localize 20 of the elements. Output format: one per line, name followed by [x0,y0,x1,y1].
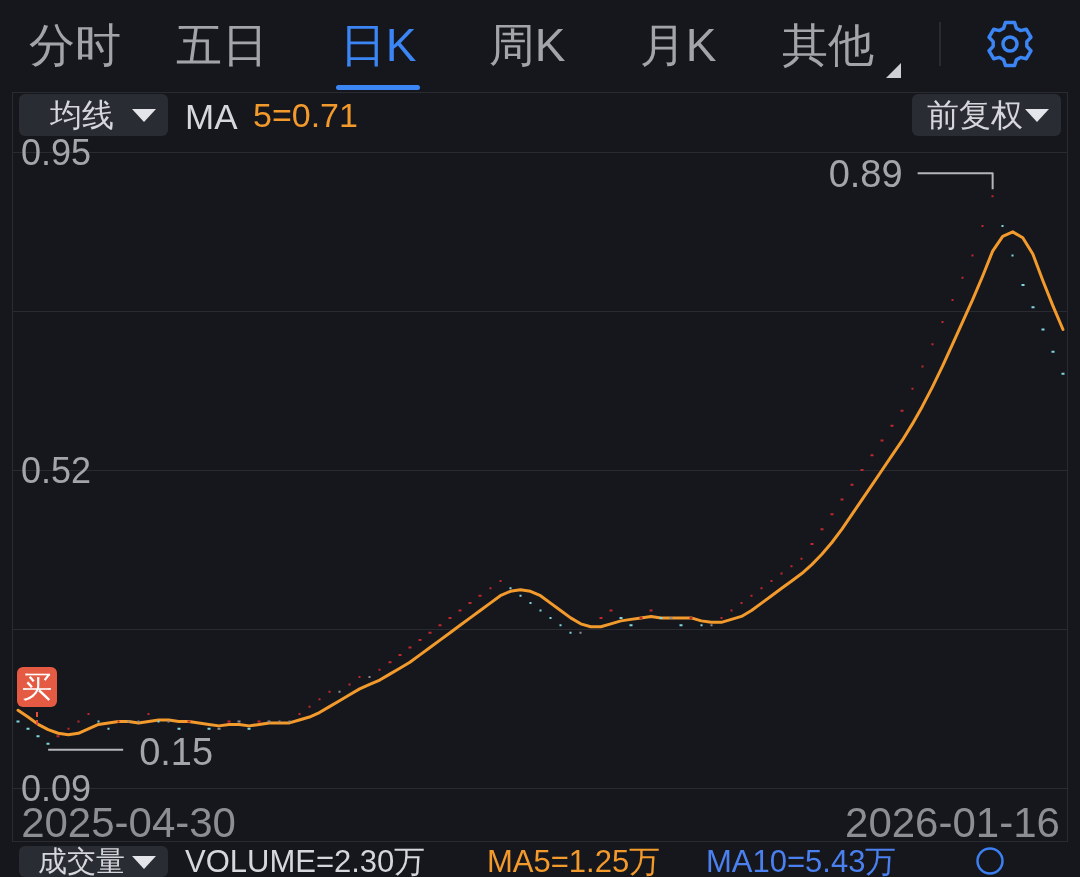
annotation: 0.89 [828,153,903,196]
text: 其他 [781,18,875,73]
annotation: 买 [17,667,57,707]
dropdown-button: 均线 [19,94,168,136]
dropdown-button: 前复权 [912,94,1061,136]
annotation: 0.15 [139,730,214,773]
text: 5=0.71 [253,96,358,134]
legend-title: MA [185,96,239,136]
text: MA10=5.43万 [706,844,897,877]
text: 日K [338,18,418,73]
x-tick-label: 2026-01-16 [845,798,1060,846]
text: MA5=1.25万 [487,844,661,877]
text: 分时 [28,18,122,73]
text: 五日 [175,18,269,73]
text: VOLUME=2.30万 [185,844,426,877]
dropdown-button: 成交量 [19,846,168,877]
line-series [16,230,1065,737]
text: 周K [487,18,567,73]
y-tick-label: 0.52 [21,449,92,491]
text: 月K [638,18,718,73]
